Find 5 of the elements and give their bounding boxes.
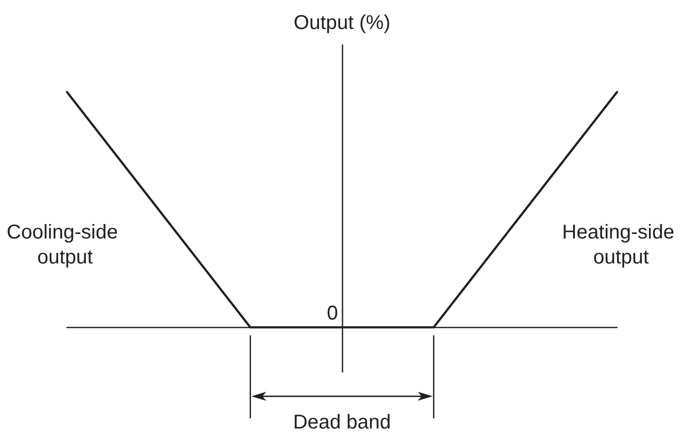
- y-axis-title: Output (%): [294, 12, 390, 34]
- annotation: Cooling-side output: [6, 221, 124, 268]
- text: Dead band: [293, 411, 391, 434]
- annotation: 0: [326, 302, 338, 324]
- annotation: Heating-side output: [562, 221, 680, 268]
